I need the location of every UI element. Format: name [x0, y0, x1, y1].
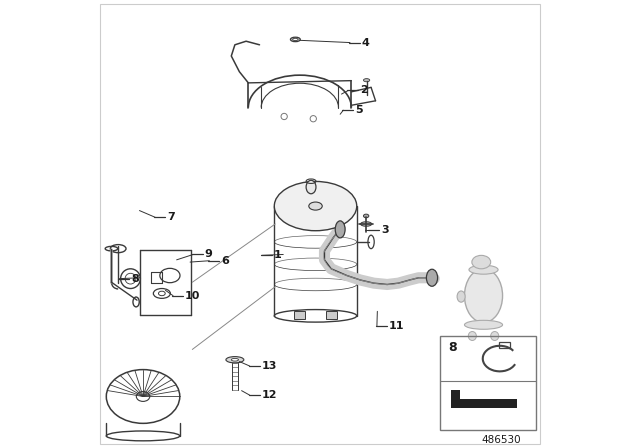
Ellipse shape [291, 37, 300, 42]
Ellipse shape [292, 38, 298, 40]
Text: 11: 11 [388, 321, 404, 331]
Text: 486530: 486530 [481, 435, 521, 445]
Bar [499, 342, 510, 349]
Text: 8: 8 [131, 274, 139, 284]
Ellipse shape [275, 181, 356, 231]
Ellipse shape [226, 357, 244, 363]
Bar [440, 336, 536, 430]
Ellipse shape [231, 358, 239, 361]
Ellipse shape [468, 332, 476, 340]
Ellipse shape [364, 214, 369, 218]
Ellipse shape [308, 202, 323, 210]
Ellipse shape [472, 255, 491, 269]
Ellipse shape [360, 222, 372, 226]
Text: 9: 9 [205, 250, 212, 259]
Ellipse shape [469, 265, 498, 274]
Bar [451, 400, 517, 408]
Text: 8: 8 [448, 341, 457, 354]
Text: 3: 3 [381, 225, 388, 235]
Bar [326, 311, 337, 319]
Ellipse shape [426, 269, 438, 286]
Text: 2: 2 [360, 86, 367, 95]
Text: 12: 12 [261, 390, 277, 400]
Text: 1: 1 [273, 250, 281, 260]
Ellipse shape [306, 180, 316, 194]
Bar [294, 311, 305, 319]
Text: 5: 5 [355, 105, 363, 115]
Text: 4: 4 [362, 38, 369, 47]
Ellipse shape [364, 79, 370, 82]
Ellipse shape [457, 291, 465, 302]
Bar [451, 391, 460, 408]
Text: 13: 13 [261, 361, 276, 371]
Ellipse shape [465, 320, 502, 329]
Ellipse shape [491, 332, 499, 340]
Text: 6: 6 [221, 256, 229, 266]
Ellipse shape [335, 221, 345, 238]
Text: 7: 7 [167, 212, 175, 222]
Text: 10: 10 [185, 291, 200, 301]
Ellipse shape [465, 269, 502, 323]
Ellipse shape [231, 358, 239, 363]
